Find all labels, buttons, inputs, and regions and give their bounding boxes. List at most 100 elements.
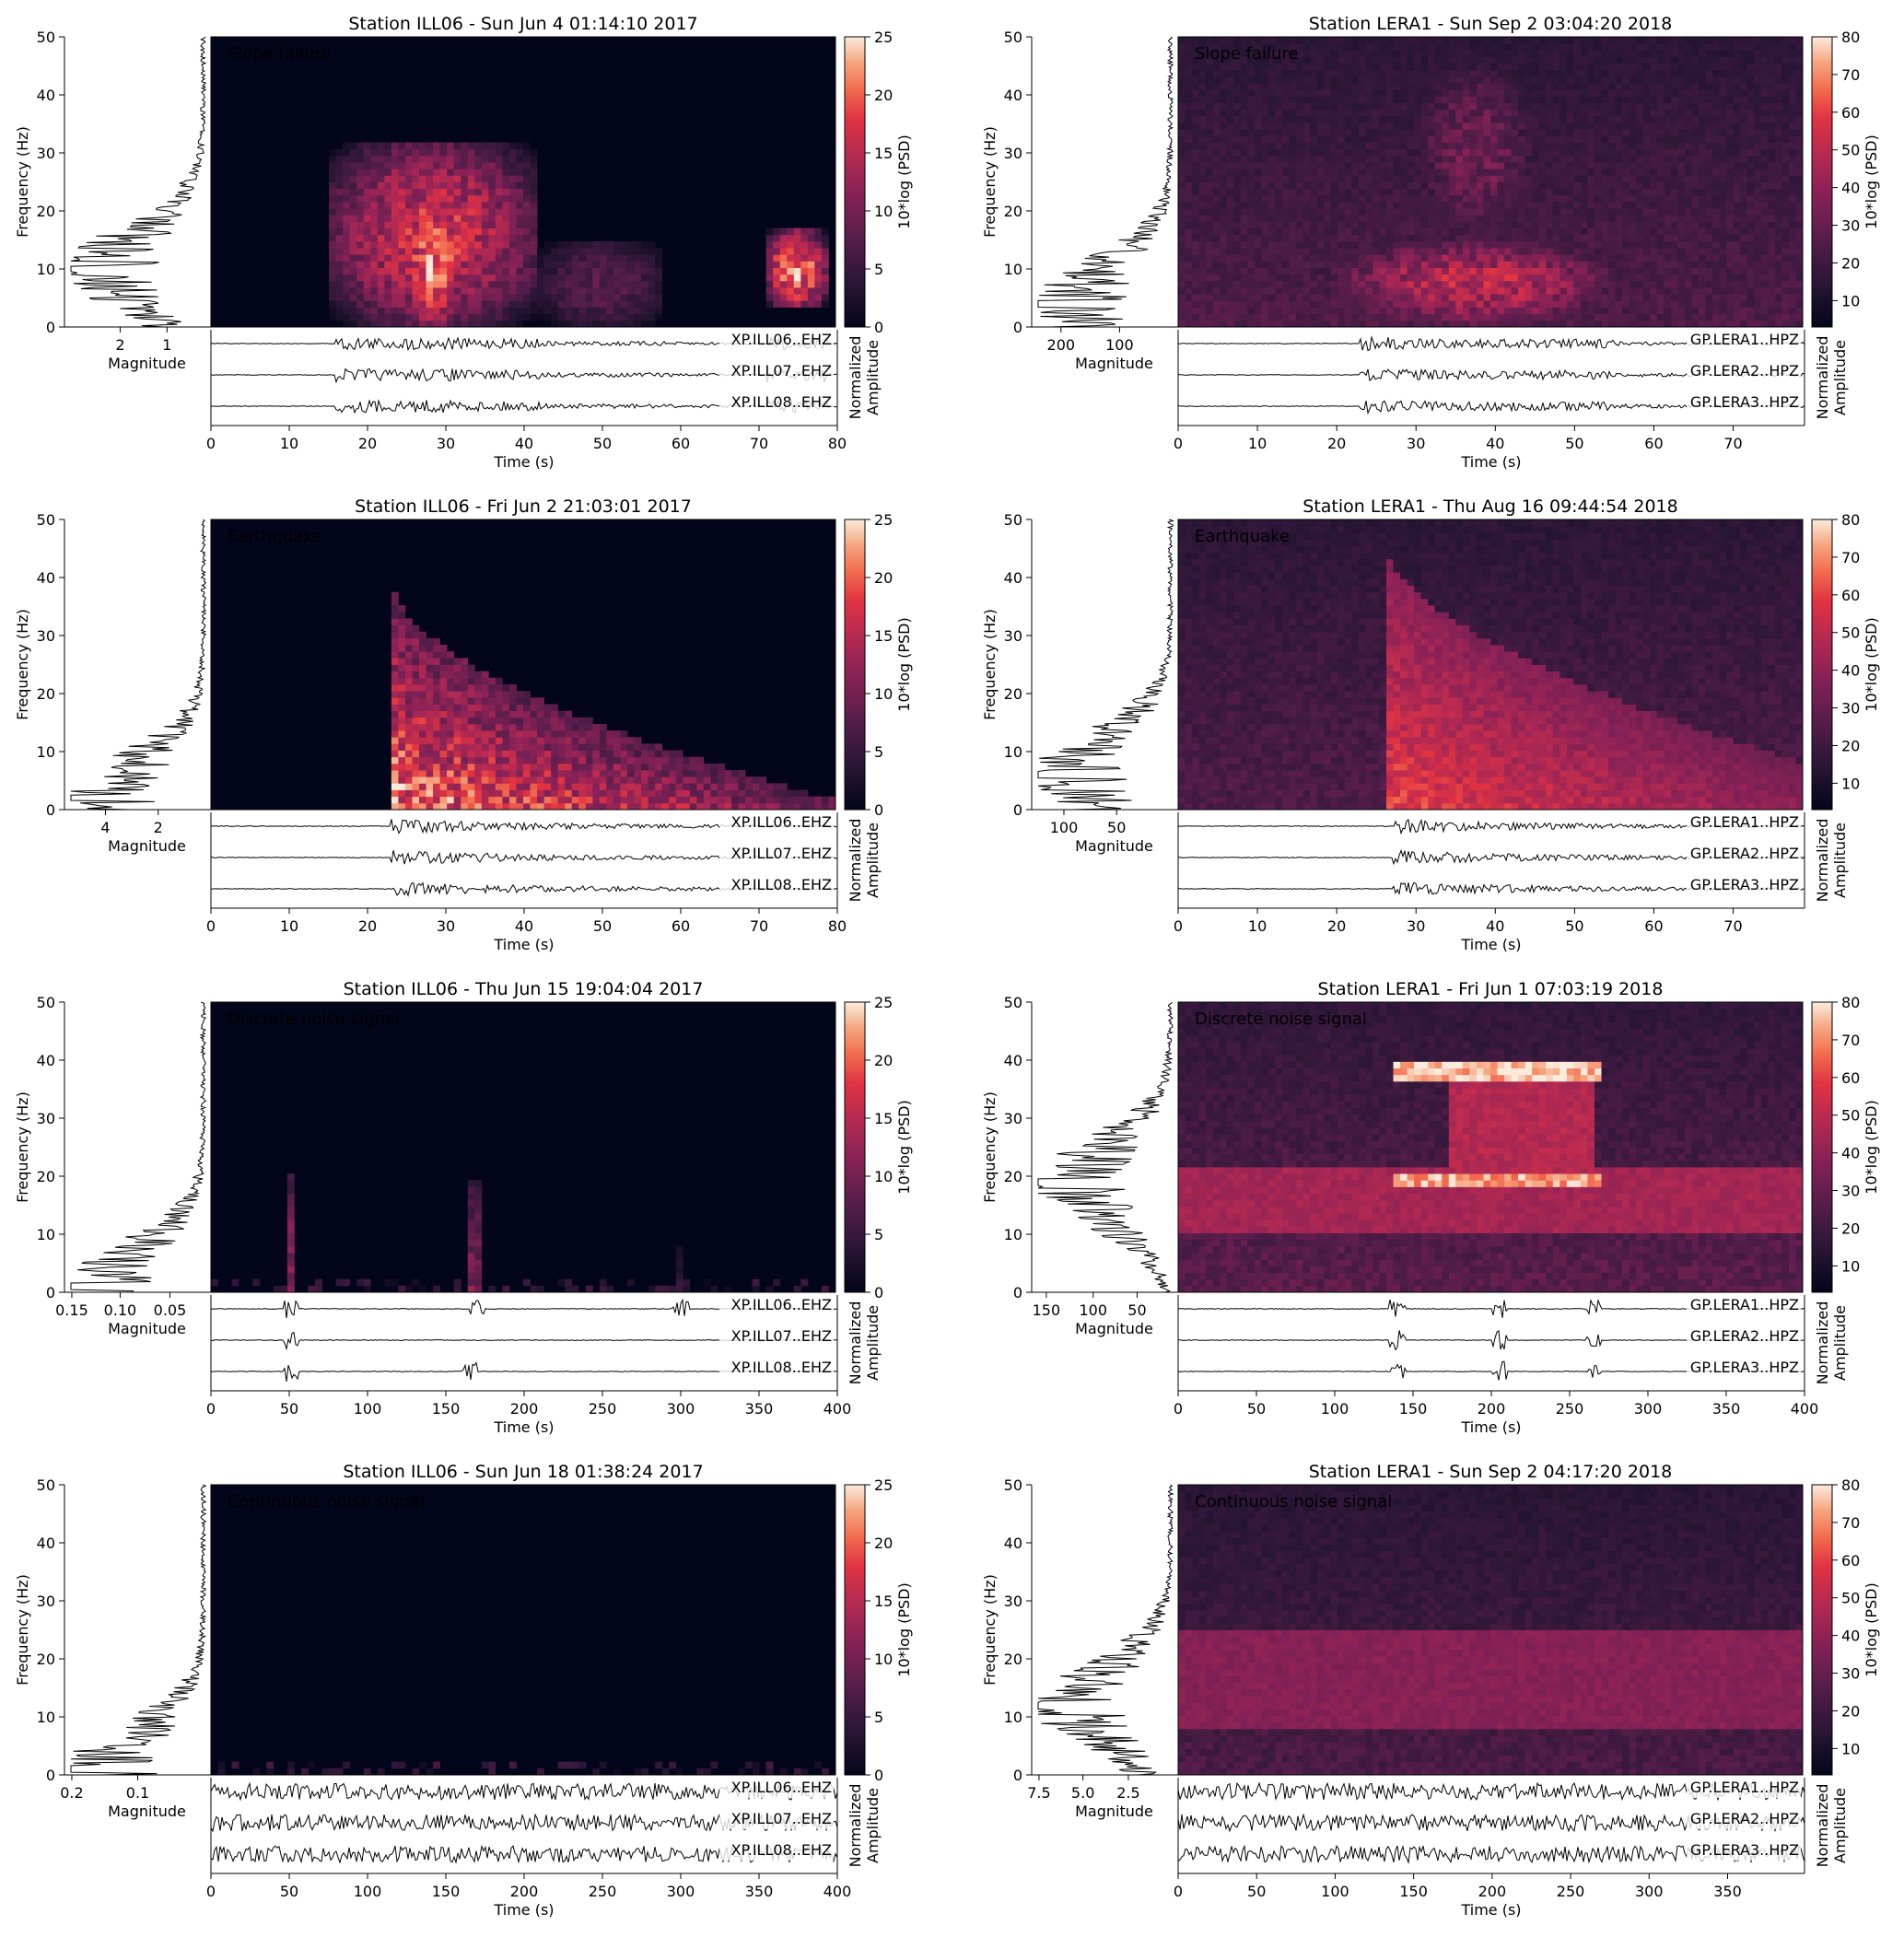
spectrogram-cell <box>787 280 795 288</box>
spectrogram-cell <box>1594 56 1602 64</box>
spectrogram-cell <box>1518 201 1526 209</box>
spectrogram-cell <box>1448 294 1456 301</box>
spectrogram-cell <box>349 181 357 190</box>
spectrogram-cell <box>1490 142 1498 150</box>
spectrogram-cell <box>1677 208 1686 216</box>
spectrogram-cell <box>1420 89 1429 97</box>
spectrogram-cell <box>1573 43 1582 51</box>
spectrogram-cell <box>495 248 503 255</box>
spectrogram-cell <box>1559 234 1568 242</box>
spectrogram-cell <box>1580 254 1588 262</box>
spectrogram-cell <box>1504 102 1512 111</box>
spectrogram-cell <box>1552 63 1560 71</box>
spectrogram-cell <box>426 155 434 163</box>
spectrogram-cell <box>370 307 379 315</box>
spectrogram-cell <box>1642 96 1651 103</box>
spectrogram-cell <box>1636 194 1644 203</box>
spectrogram-cell <box>1400 294 1408 301</box>
spectrogram-cell <box>1705 123 1713 130</box>
spectrogram-cell <box>1414 135 1422 143</box>
spectrogram-cell <box>1566 261 1574 268</box>
spectrogram-cell <box>335 287 344 295</box>
spectrogram-cell <box>404 240 413 249</box>
spectrogram-cell <box>474 300 483 308</box>
spectrogram-cell <box>1629 76 1637 84</box>
spectrogram-cell <box>1310 274 1318 282</box>
spectrogram-cell <box>1580 63 1588 71</box>
spectrogram-cell <box>1733 287 1741 295</box>
spectrogram-cell <box>1372 142 1380 150</box>
spectrogram-cell <box>1636 280 1644 288</box>
spectrogram-cell <box>1261 37 1269 44</box>
spectrogram-cell <box>1629 96 1637 103</box>
spectrogram-cell <box>1296 261 1303 268</box>
spectrogram-cell <box>1240 89 1248 97</box>
spectrogram-cell <box>1740 181 1748 190</box>
spectrogram-cell <box>467 280 475 288</box>
spectrogram-cell <box>787 240 795 249</box>
spectrogram-cell <box>1490 188 1498 196</box>
spectrogram-cell <box>1504 294 1512 301</box>
spectrogram-cell <box>1497 109 1505 117</box>
spectrogram-cell <box>1664 63 1672 71</box>
spectrogram-cell <box>1552 69 1560 77</box>
spectrogram-cell <box>641 261 648 268</box>
spectrogram-cell <box>1178 69 1186 77</box>
spectrogram-cell <box>585 240 593 249</box>
spectrogram-cell <box>1636 63 1644 71</box>
spectrogram-cell <box>412 267 420 275</box>
spectrogram-cell <box>1240 43 1248 51</box>
spectrogram-cell <box>1532 287 1540 295</box>
spectrogram-cell <box>1247 63 1256 71</box>
frequency-tick-label: 0 <box>46 319 55 336</box>
spectrogram-cell <box>447 320 455 328</box>
spectrogram-cell <box>1192 102 1199 111</box>
spectrogram-cell <box>1642 221 1651 229</box>
spectrogram-cell <box>516 300 524 308</box>
spectrogram-cell <box>1656 228 1665 236</box>
spectrogram-cell <box>1768 313 1776 321</box>
spectrogram-cell <box>1247 148 1256 157</box>
spectrogram-cell <box>1580 69 1588 77</box>
spectrogram-cell <box>453 261 461 268</box>
spectrogram-cell <box>1462 56 1470 64</box>
spectrogram-cell <box>349 261 357 268</box>
spectrogram-cell <box>1552 254 1560 262</box>
spectrogram-cell <box>773 248 781 255</box>
spectrogram-cell <box>1552 320 1560 328</box>
spectrogram-cell <box>1261 248 1269 255</box>
spectrogram-cell <box>1754 96 1762 103</box>
spectrogram-cell <box>1677 267 1686 275</box>
spectrogram-cell <box>1365 261 1373 268</box>
spectrogram-cell <box>1670 109 1678 117</box>
spectrogram-cell <box>1497 181 1505 190</box>
spectrogram-cell <box>1684 181 1692 190</box>
spectrogram-cell <box>1344 287 1352 295</box>
spectrogram-cell <box>1511 37 1519 44</box>
spectrogram-cell <box>1275 129 1283 136</box>
spectrogram-cell <box>1622 320 1630 328</box>
spectrogram-cell <box>1566 320 1574 328</box>
spectrogram-cell <box>1587 201 1595 209</box>
spectrogram-cell <box>1296 188 1303 196</box>
spectrogram-cell <box>1746 142 1755 150</box>
spectrogram-cell <box>1524 313 1533 321</box>
spectrogram-cell <box>495 169 503 176</box>
spectrogram-cell <box>1344 83 1352 90</box>
panel-title: Station ILL06 - Sun Jun 4 01:14:10 2017 <box>348 14 697 34</box>
spectrogram-cell <box>1185 56 1193 64</box>
spectrogram-cell <box>1330 254 1338 262</box>
spectrogram-cell <box>1442 162 1450 169</box>
spectrogram-cell <box>1455 248 1464 255</box>
spectrogram-cell <box>1337 123 1346 130</box>
spectrogram-cell <box>1434 261 1443 268</box>
spectrogram-cell <box>1754 307 1762 315</box>
spectrogram-cell <box>1511 175 1519 182</box>
spectrogram-cell <box>1212 135 1221 143</box>
spectrogram-cell <box>1289 228 1297 236</box>
spectrogram-cell <box>1733 162 1741 169</box>
spectrogram-cell <box>1483 287 1491 295</box>
spectrogram-cell <box>1206 155 1214 163</box>
spectrogram-cell <box>1296 56 1303 64</box>
spectrogram-cell <box>1740 221 1748 229</box>
